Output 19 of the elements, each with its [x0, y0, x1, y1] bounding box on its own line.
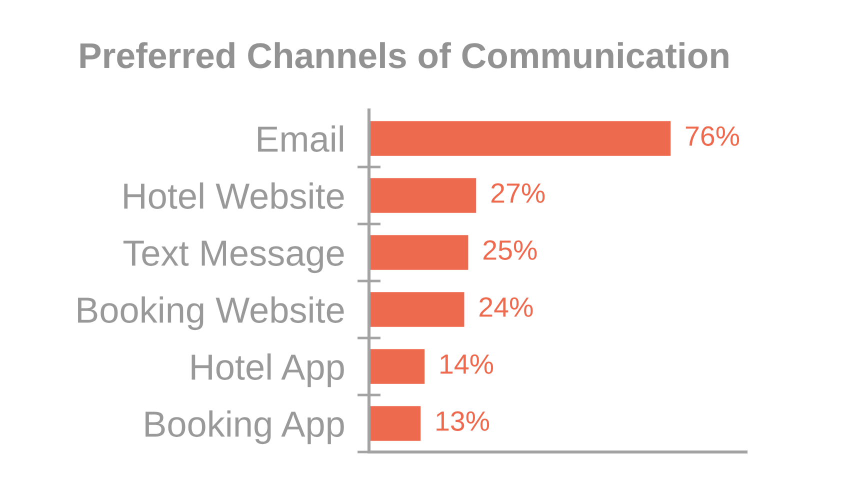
data-label: 25%: [483, 240, 537, 260]
data-label: 24%: [480, 297, 533, 317]
bar: [369, 406, 421, 441]
y-tick-label: Text Message: [123, 240, 344, 274]
bar: [369, 349, 425, 384]
bar: [369, 292, 464, 327]
data-label: 76%: [686, 126, 740, 146]
y-tick-label: Booking App: [146, 410, 344, 444]
data-label: 14%: [440, 354, 494, 374]
data-label: 27%: [491, 183, 545, 203]
chart-title: Preferred Channels of Communication: [80, 42, 728, 68]
bar: [369, 235, 468, 270]
y-tick-label: Email: [258, 125, 343, 152]
bar: [369, 121, 671, 156]
y-tick-label: Booking Website: [78, 296, 344, 330]
data-label: 13%: [436, 411, 490, 431]
y-tick-label: Hotel Website: [124, 182, 344, 209]
bar: [369, 178, 476, 213]
y-tick-label: Hotel App: [192, 353, 344, 388]
